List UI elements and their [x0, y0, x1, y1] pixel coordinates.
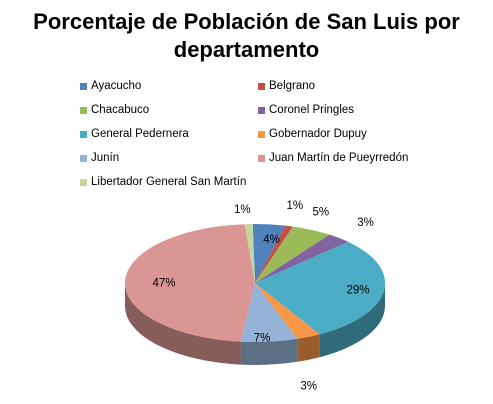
legend-label: Ayacucho	[91, 80, 142, 92]
legend-label: Gobernador Dupuy	[269, 128, 367, 140]
pie-slice-libertador-general-san-martin	[244, 224, 255, 283]
legend-swatch	[258, 130, 265, 138]
data-label-juan-martin-de-pueyrredon: 47%	[152, 277, 175, 289]
pie-slice-coronel-pringles	[255, 234, 349, 283]
legend-item-junin: Junín	[80, 152, 119, 164]
data-label-ayacucho: 4%	[263, 234, 280, 246]
pie-slice-gobernador-dupuy	[255, 283, 320, 339]
pie-slices	[125, 224, 385, 342]
data-label-belgrano: 1%	[286, 200, 303, 212]
legend-item-ayacucho: Ayacucho	[80, 80, 141, 92]
pie-slice-general-pedernera	[255, 241, 385, 335]
data-label-gobernador-dupuy: 3%	[300, 381, 317, 393]
pie-side-general-pedernera	[319, 283, 385, 358]
legend-label: Libertador General San Martín	[91, 176, 247, 188]
legend-label: Chacabuco	[91, 104, 150, 116]
chart-title-line-1: Porcentaje de Población de San Luis por	[33, 9, 460, 34]
legend-swatch	[80, 106, 87, 114]
legend-swatch	[258, 82, 265, 90]
legend-item-juan-martin-de-pueyrredon: Juan Martín de Pueyrredón	[258, 152, 408, 164]
data-label-junin: 7%	[254, 332, 271, 344]
chart-legend: Ayacucho Belgrano Chacabuco Coronel Pringle…	[0, 0, 493, 200]
legend-swatch	[80, 154, 87, 162]
pie-slice-chacabuco	[255, 226, 330, 283]
legend-item-general-pedernera: General Pedernera	[80, 128, 189, 140]
legend-item-libertador-general-san-martin: Libertador General San Martín	[80, 176, 246, 188]
legend-swatch	[80, 130, 87, 138]
legend-swatch	[258, 106, 265, 114]
pie-side-juan-martin-de-pueyrredon	[125, 283, 241, 365]
chart-title: Porcentaje de Población de San Luis por …	[0, 8, 493, 64]
legend-label: General Pedernera	[91, 128, 189, 140]
legend-item-coronel-pringles: Coronel Pringles	[258, 104, 354, 116]
legend-label: Junín	[91, 152, 120, 164]
legend-item-chacabuco: Chacabuco	[80, 104, 149, 116]
chart-title-line-2: departamento	[173, 37, 320, 62]
pie-sides	[125, 283, 385, 365]
legend-label: Coronel Pringles	[269, 104, 355, 116]
pie-side-gobernador-dupuy	[297, 334, 320, 362]
data-label-general-pedernera: 29%	[346, 285, 369, 297]
pie-slice-ayacucho	[252, 224, 286, 283]
legend-label: Belgrano	[269, 80, 316, 92]
legend-swatch	[258, 154, 265, 162]
legend-label: Juan Martín de Pueyrredón	[269, 152, 409, 164]
pie-side-junin	[240, 338, 298, 365]
pie-slice-juan-martin-de-pueyrredon	[125, 224, 255, 342]
data-labels: 4% 1% 5% 3% 29% 3% 7% 47% 1%	[152, 200, 373, 393]
data-label-coronel-pringles: 3%	[357, 217, 374, 229]
legend-swatch	[80, 178, 87, 186]
pie-slice-belgrano	[255, 225, 294, 283]
data-label-chacabuco: 5%	[312, 206, 329, 218]
legend-item-gobernador-dupuy: Gobernador Dupuy	[258, 128, 367, 140]
legend-swatch	[80, 82, 87, 90]
data-label-libertador-general-san-martin: 1%	[234, 204, 251, 216]
pie-slice-junin	[240, 283, 298, 342]
legend-item-belgrano: Belgrano	[258, 80, 315, 92]
